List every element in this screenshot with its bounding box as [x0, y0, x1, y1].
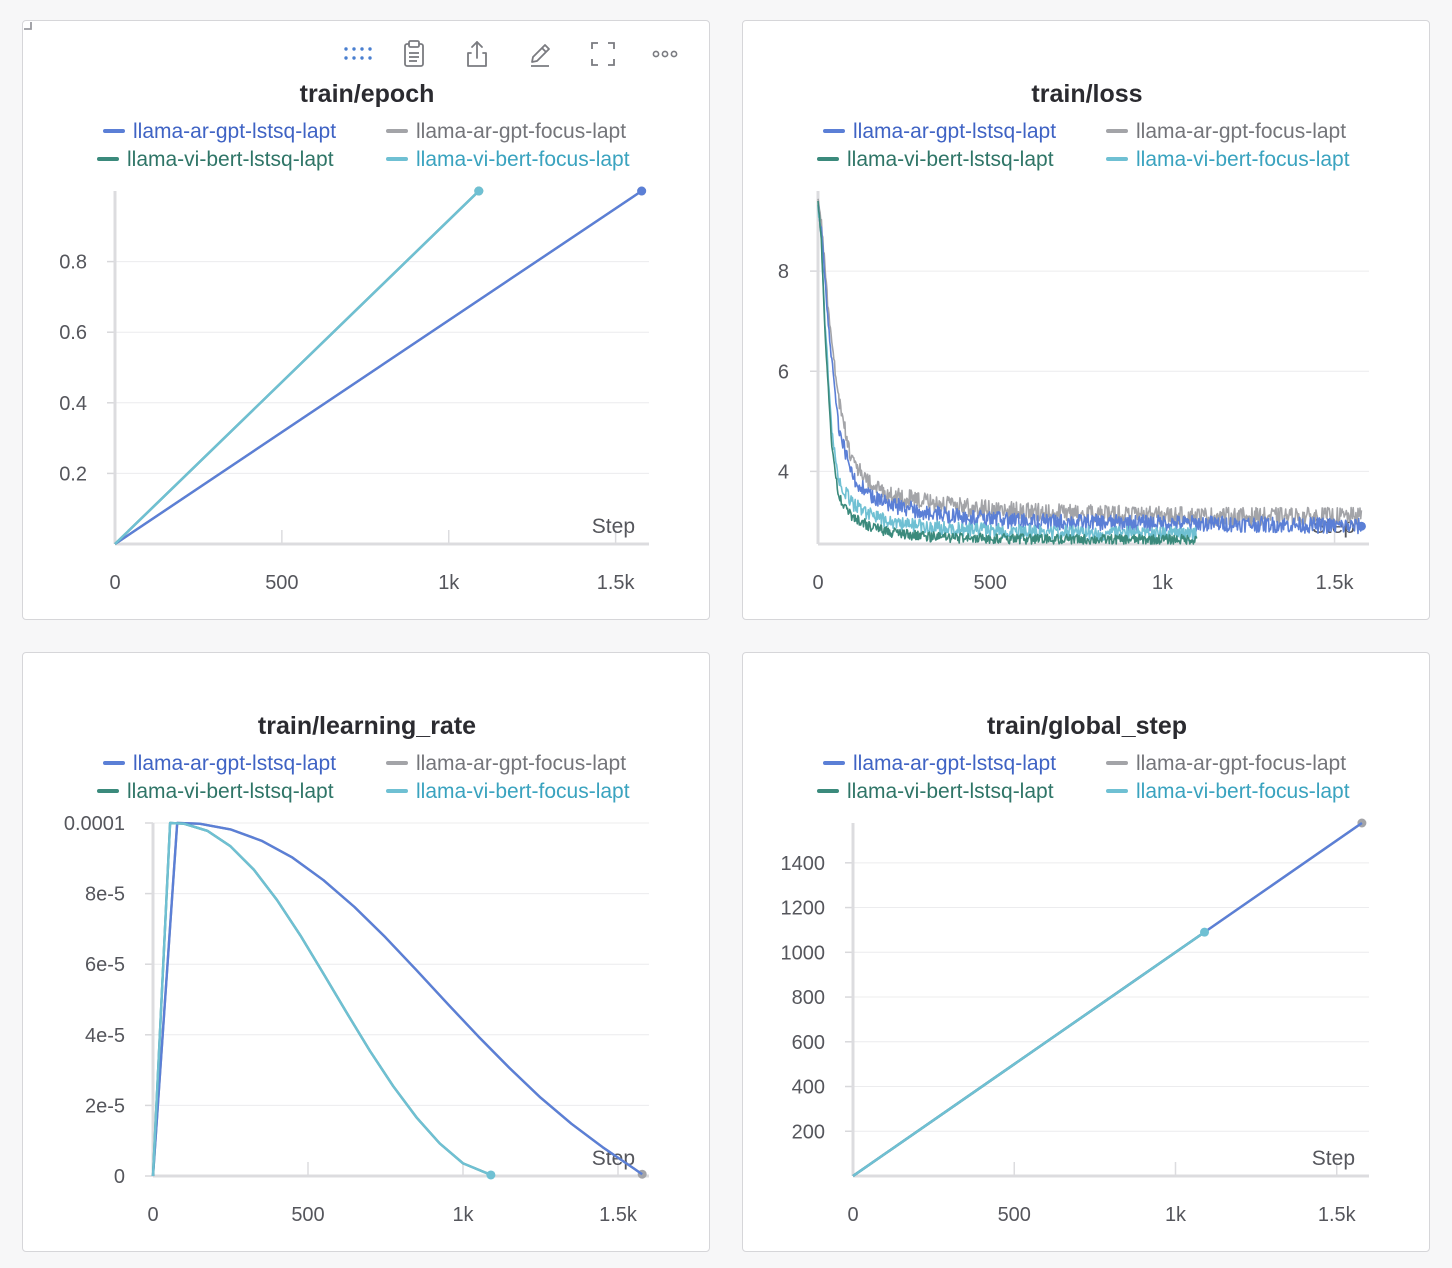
series-line-llama-vi-bert-focus-lapt [114, 190, 480, 545]
series-end-point-llama-vi-bert-focus-lapt [1200, 927, 1210, 937]
legend-label-llama-ar-gpt-focus-lapt: llama-ar-gpt-focus-lapt [416, 752, 626, 775]
x-tick-label: 0 [847, 1204, 858, 1226]
legend-label-llama-vi-bert-lstsq-lapt: llama-vi-bert-lstsq-lapt [127, 780, 334, 803]
clipboard-icon[interactable] [397, 37, 431, 71]
legend-label-llama-ar-gpt-focus-lapt: llama-ar-gpt-focus-lapt [1136, 752, 1346, 775]
y-tick-label: 8e-5 [85, 884, 125, 906]
x-tick-label: 1.5k [1318, 1204, 1357, 1226]
y-tick-label: 200 [792, 1121, 825, 1143]
y-tick-label: 6 [778, 361, 789, 383]
y-tick-label: 0.6 [59, 322, 87, 344]
share-icon[interactable] [460, 37, 494, 71]
y-tick-label: 1000 [781, 942, 826, 964]
x-tick-label: 500 [291, 1204, 324, 1226]
y-tick-label: 4e-5 [85, 1025, 125, 1047]
x-tick-label: 1.5k [597, 572, 636, 594]
y-tick-label: 0.8 [59, 252, 87, 274]
series-line-llama-vi-bert-focus-lapt [817, 205, 1198, 542]
legend-label-llama-ar-gpt-focus-lapt: llama-ar-gpt-focus-lapt [416, 120, 626, 143]
chart-panel-train-global-step[interactable]: train/global_step llama-ar-gpt-lstsq-lapt… [742, 652, 1430, 1252]
y-tick-label: 0 [114, 1166, 125, 1188]
series-line-llama-ar-gpt-focus-lapt [817, 198, 1363, 527]
legend-label-llama-vi-bert-focus-lapt: llama-vi-bert-focus-lapt [416, 148, 630, 171]
fullscreen-icon[interactable] [586, 37, 620, 71]
y-tick-label: 0.4 [59, 393, 87, 415]
legend-label-llama-vi-bert-lstsq-lapt: llama-vi-bert-lstsq-lapt [127, 148, 334, 171]
chart-title: train/loss [1031, 80, 1142, 108]
chart-panel-train-loss[interactable]: train/loss llama-ar-gpt-lstsq-lapt llama-a… [742, 20, 1430, 620]
y-tick-label: 1400 [781, 853, 826, 875]
x-tick-label: 1k [1152, 572, 1174, 594]
series-line-llama-vi-bert-focus-lapt [852, 931, 1206, 1177]
chart-panel-train-epoch[interactable]: train/epoch llama-ar-gpt-lstsq-lapt llama-… [22, 20, 710, 620]
series-end-point-llama-ar-gpt-lstsq-lapt [1356, 521, 1366, 531]
legend-label-llama-ar-gpt-focus-lapt: llama-ar-gpt-focus-lapt [1136, 120, 1346, 143]
y-tick-label: 1200 [781, 898, 826, 920]
y-tick-label: 800 [792, 987, 825, 1009]
series-line-llama-vi-bert-lstsq-lapt [151, 821, 492, 1177]
resize-handle-icon[interactable] [23, 21, 32, 30]
chart-title: train/epoch [300, 80, 435, 108]
x-tick-label: 500 [265, 572, 298, 594]
x-axis-label: Step [592, 1147, 635, 1170]
x-axis-label: Step [592, 515, 635, 538]
legend-label-llama-vi-bert-focus-lapt: llama-vi-bert-focus-lapt [416, 780, 630, 803]
x-tick-label: 500 [974, 572, 1007, 594]
series-end-point-llama-vi-bert-focus-lapt [486, 1170, 496, 1180]
chart-svg-train-global-step: train/global_step llama-ar-gpt-lstsq-lapt… [781, 712, 1369, 1226]
legend-label-llama-ar-gpt-lstsq-lapt: llama-ar-gpt-lstsq-lapt [853, 120, 1056, 143]
legend-label-llama-ar-gpt-lstsq-lapt: llama-ar-gpt-lstsq-lapt [853, 752, 1056, 775]
legend-label-llama-vi-bert-lstsq-lapt: llama-vi-bert-lstsq-lapt [847, 780, 1054, 803]
x-tick-label: 1.5k [599, 1204, 638, 1226]
x-tick-label: 0 [109, 572, 120, 594]
legend-label-llama-ar-gpt-lstsq-lapt: llama-ar-gpt-lstsq-lapt [133, 120, 336, 143]
y-tick-label: 600 [792, 1032, 825, 1054]
chart-svg-train-epoch: train/epoch llama-ar-gpt-lstsq-lapt llama-… [59, 80, 649, 594]
series-line-llama-vi-bert-lstsq-lapt [817, 200, 1198, 545]
x-tick-label: 1k [438, 572, 460, 594]
series-end-point-llama-vi-bert-focus-lapt [474, 186, 484, 196]
series-line-llama-vi-bert-focus-lapt [151, 821, 492, 1177]
series-line-llama-ar-gpt-lstsq-lapt [151, 821, 643, 1177]
edit-icon[interactable] [523, 37, 557, 71]
y-tick-label: 0.0001 [64, 813, 125, 835]
x-axis-label: Step [1312, 1147, 1355, 1170]
legend-label-llama-vi-bert-focus-lapt: llama-vi-bert-focus-lapt [1136, 780, 1350, 803]
chart-title: train/global_step [987, 712, 1187, 740]
legend-label-llama-ar-gpt-lstsq-lapt: llama-ar-gpt-lstsq-lapt [133, 752, 336, 775]
drag-handle-icon[interactable] [341, 37, 375, 71]
y-tick-label: 2e-5 [85, 1095, 125, 1117]
y-tick-label: 0.2 [59, 463, 87, 485]
more-icon[interactable] [649, 37, 683, 71]
x-tick-label: 1.5k [1316, 572, 1355, 594]
series-end-point-llama-ar-gpt-lstsq-lapt [637, 186, 647, 196]
y-tick-label: 4 [778, 461, 789, 483]
y-tick-label: 6e-5 [85, 954, 125, 976]
series-line-llama-ar-gpt-lstsq-lapt [114, 190, 643, 545]
legend-label-llama-vi-bert-lstsq-lapt: llama-vi-bert-lstsq-lapt [847, 148, 1054, 171]
x-tick-label: 500 [998, 1204, 1031, 1226]
legend-label-llama-vi-bert-focus-lapt: llama-vi-bert-focus-lapt [1136, 148, 1350, 171]
chart-title: train/learning_rate [258, 712, 476, 740]
chart-panel-train-learning-rate[interactable]: train/learning_rate llama-ar-gpt-lstsq-la… [22, 652, 710, 1252]
x-tick-label: 1k [1165, 1204, 1187, 1226]
chart-svg-train-learning-rate: train/learning_rate llama-ar-gpt-lstsq-la… [64, 712, 649, 1226]
chart-svg-train-loss: train/loss llama-ar-gpt-lstsq-lapt llama-a… [778, 80, 1369, 594]
x-tick-label: 1k [452, 1204, 474, 1226]
y-tick-label: 8 [778, 261, 789, 283]
series-line-llama-ar-gpt-lstsq-lapt [817, 204, 1363, 535]
x-tick-label: 0 [147, 1204, 158, 1226]
y-tick-label: 400 [792, 1077, 825, 1099]
x-tick-label: 0 [812, 572, 823, 594]
